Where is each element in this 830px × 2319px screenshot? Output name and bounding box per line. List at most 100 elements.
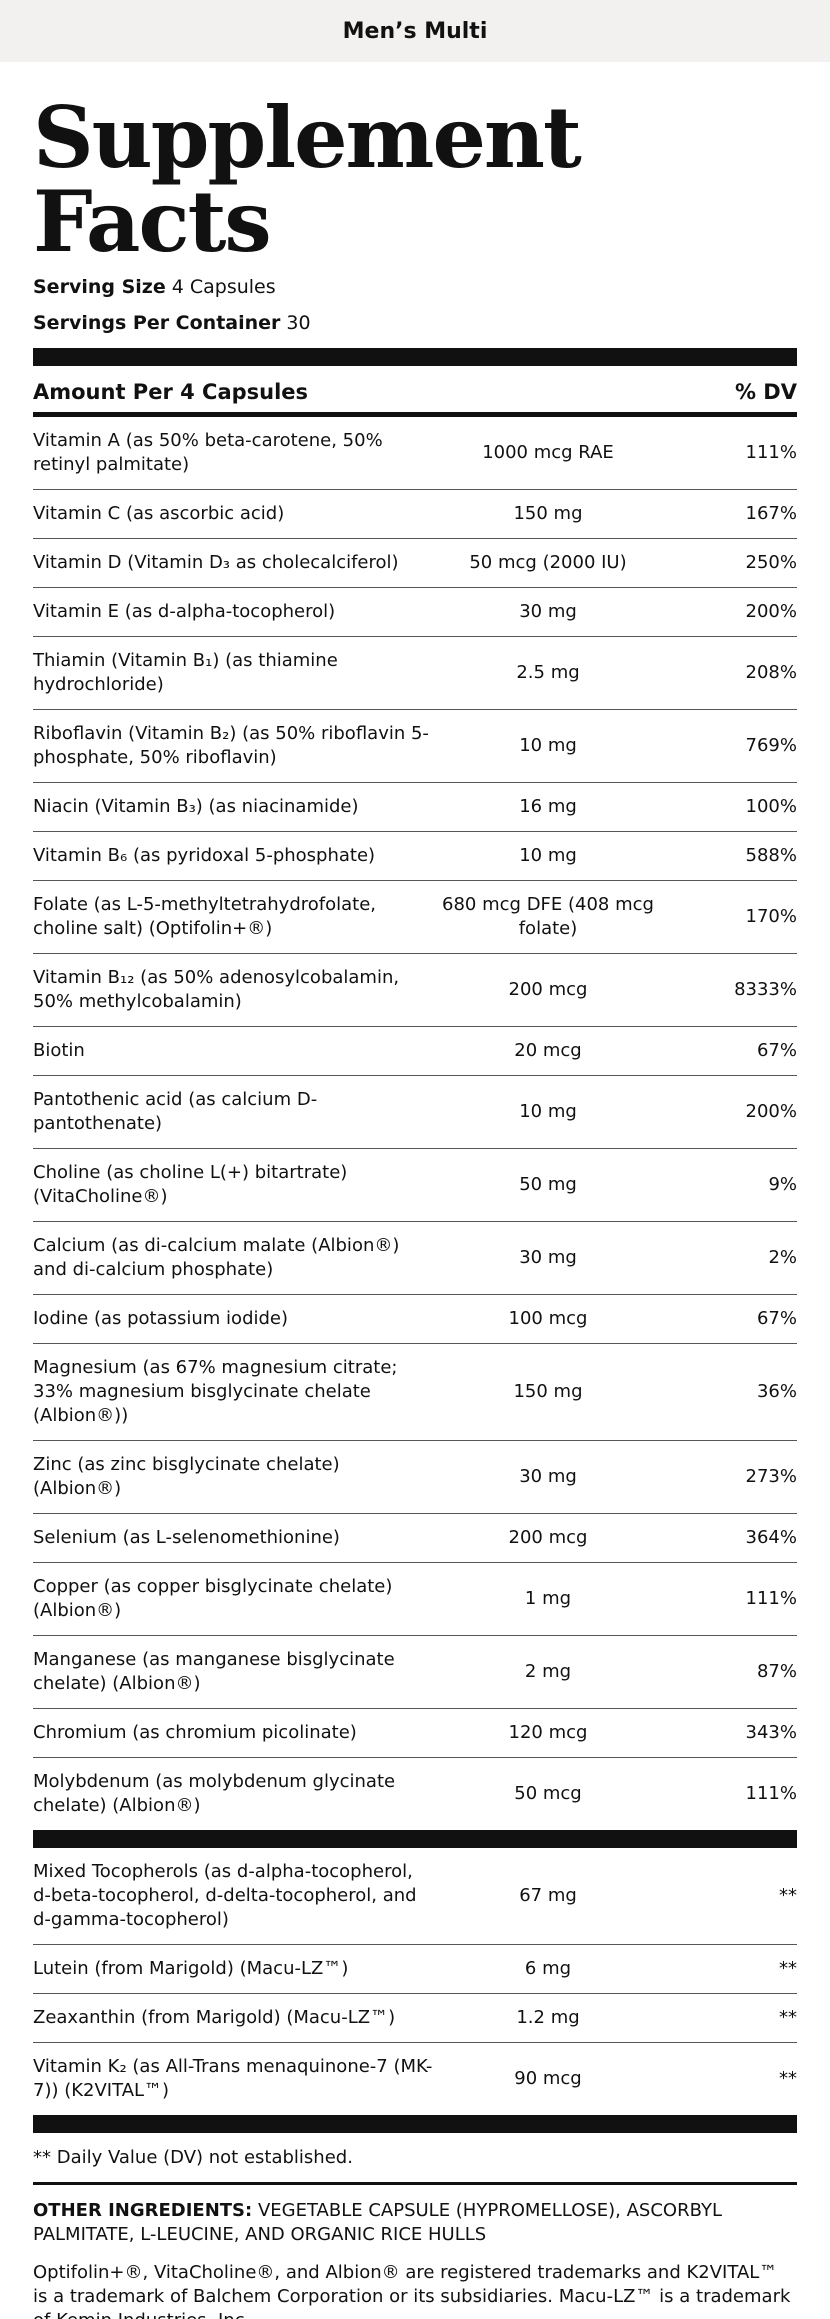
amount: 10 mg [519, 1101, 577, 1122]
nutrient-row: Vitamin A (as 50% beta-carotene, 50% ret… [33, 417, 797, 490]
nutrient-row: Vitamin B₆ (as pyridoxal 5-phosphate) 10 … [33, 832, 797, 881]
daily-value: 9% [768, 1174, 797, 1195]
nutrient-name: Vitamin C (as ascorbic acid) [33, 503, 285, 524]
amount: 1.2 mg [516, 2007, 580, 2028]
daily-value: ** [779, 2007, 797, 2028]
nutrient-row: Zinc (as zinc bisglycinate chelate) (Alb… [33, 1441, 797, 1514]
daily-value: 769% [745, 735, 797, 756]
nutrient-name: Thiamin (Vitamin B₁) (as thiamine hydroc… [33, 650, 338, 695]
daily-value: 170% [745, 906, 797, 927]
daily-value: ** [779, 1885, 797, 1906]
table-header: Amount Per 4 Capsules % DV [33, 366, 797, 412]
nutrient-row: Vitamin K₂ (as All-Trans menaquinone-7 (… [33, 2043, 797, 2115]
value: 4 Capsules [171, 276, 276, 298]
amount: 2 mg [524, 1661, 572, 1682]
rule [33, 412, 797, 417]
header: Men’s Multi [0, 0, 830, 62]
nutrient-name: Vitamin B₁₂ (as 50% adenosylcobalamin, 5… [33, 967, 400, 1012]
daily-value: 67% [756, 1308, 797, 1329]
amount: 67 mg [519, 1885, 577, 1906]
amount: 120 mcg [508, 1722, 588, 1743]
daily-value: 250% [745, 552, 797, 573]
other-rows: Mixed Tocopherols (as d-alpha-tocopherol… [33, 1848, 797, 2115]
daily-value: 343% [745, 1722, 797, 1743]
nutrient-name: Calcium (as di-calcium malate (Albion®) … [33, 1235, 400, 1280]
amount: 30 mg [519, 601, 577, 622]
nutrient-row: Magnesium (as 67% magnesium citrate; 33%… [33, 1344, 797, 1441]
nutrient-row: Copper (as copper bisglycinate chelate) … [33, 1563, 797, 1636]
serving-size: Serving Size 4 Capsules [33, 276, 797, 298]
nutrient-name: Folate (as L-5-methyltetrahydrofolate, c… [33, 894, 377, 939]
nutrient-name: Vitamin E (as d-alpha-tocopherol) [33, 601, 336, 622]
panel-title: Supplement Facts [33, 88, 582, 271]
amount: 200 mcg [508, 979, 588, 1000]
nutrient-row: Folate (as L-5-methyltetrahydrofolate, c… [33, 881, 797, 954]
nutrient-name: Niacin (Vitamin B₃) (as niacinamide) [33, 796, 359, 817]
amount: 50 mg [519, 1174, 577, 1195]
nutrient-row: Vitamin D (Vitamin D₃ as cholecalciferol… [33, 539, 797, 588]
nutrient-name: Pantothenic acid (as calcium D-pantothen… [33, 1089, 318, 1134]
trademarks: Optifolin+®, VitaCholine®, and Albion® a… [33, 2262, 791, 2319]
nutrient-row: Iodine (as potassium iodide) 100 mcg 67% [33, 1295, 797, 1344]
nutrient-name: Vitamin D (Vitamin D₃ as cholecalciferol… [33, 552, 399, 573]
dv-header: % DV [734, 380, 797, 404]
amount: 1000 mcg RAE [482, 442, 614, 463]
daily-value: 200% [745, 1101, 797, 1122]
nutrient-row: Selenium (as L-selenomethionine) 200 mcg 3… [33, 1514, 797, 1563]
amount: 30 mg [519, 1466, 577, 1487]
amount: 150 mg [513, 503, 583, 524]
value: 30 [286, 312, 311, 334]
amount-header: Amount Per 4 Capsules [33, 380, 309, 404]
nutrient-row: Niacin (Vitamin B₃) (as niacinamide) 16 m… [33, 783, 797, 832]
nutrient-row: Vitamin C (as ascorbic acid) 150 mg 167% [33, 490, 797, 539]
nutrient-name: Biotin [33, 1040, 85, 1061]
amount: 20 mcg [514, 1040, 582, 1061]
rule [33, 2182, 797, 2185]
amount: 200 mcg [508, 1527, 588, 1548]
amount: 90 mcg [514, 2068, 582, 2089]
nutrient-name: Magnesium (as 67% magnesium citrate; 33%… [33, 1357, 398, 1426]
nutrient-name: Chromium (as chromium picolinate) [33, 1722, 357, 1743]
amount: 50 mcg (2000 IU) [469, 552, 627, 573]
nutrient-name: Choline (as choline L(+) bitartrate) (Vi… [33, 1162, 348, 1207]
nutrient-row: Riboflavin (Vitamin B₂) (as 50% riboflav… [33, 710, 797, 783]
nutrient-row: Vitamin E (as d-alpha-tocopherol) 30 mg 20… [33, 588, 797, 637]
panel: Supplement Facts Serving Size 4 Capsules … [33, 96, 797, 2319]
daily-value: 273% [745, 1466, 797, 1487]
nutrient-name: Molybdenum (as molybdenum glycinate chel… [33, 1771, 396, 1816]
amount: 1 mg [524, 1588, 572, 1609]
daily-value: 100% [745, 796, 797, 817]
nutrient-name: Selenium (as L-selenomethionine) [33, 1527, 340, 1548]
other-ingredients: OTHER INGREDIENTS: VEGETABLE CAPSULE (HY… [33, 2199, 797, 2247]
daily-value: ** [779, 1958, 797, 1979]
nutrient-name: Vitamin K₂ (as All-Trans menaquinone-7 (… [33, 2056, 433, 2101]
nutrient-row: Vitamin B₁₂ (as 50% adenosylcobalamin, 5… [33, 954, 797, 1027]
amount: 16 mg [519, 796, 577, 817]
nutrient-name: Zeaxanthin (from Marigold) (Macu-LZ™) [33, 2007, 396, 2028]
header-title: Men’s Multi [342, 18, 488, 44]
daily-value: 36% [756, 1381, 797, 1402]
daily-value: 111% [745, 1783, 797, 1804]
daily-value: 364% [745, 1527, 797, 1548]
nutrient-name: Mixed Tocopherols (as d-alpha-tocopherol… [33, 1861, 417, 1930]
daily-value: 87% [756, 1661, 797, 1682]
daily-value: 111% [745, 442, 797, 463]
nutrient-name: Iodine (as potassium iodide) [33, 1308, 289, 1329]
nutrient-row: Pantothenic acid (as calcium D-pantothen… [33, 1076, 797, 1149]
amount: 50 mcg [514, 1783, 582, 1804]
nutrient-name: Manganese (as manganese bisglycinate che… [33, 1649, 395, 1694]
nutrient-row: Biotin 20 mcg 67% [33, 1027, 797, 1076]
rule [33, 2115, 797, 2133]
amount: 30 mg [519, 1247, 577, 1268]
label: Servings Per Container [33, 312, 281, 334]
nutrient-row: Manganese (as manganese bisglycinate che… [33, 1636, 797, 1709]
daily-value: ** [779, 2068, 797, 2089]
amount: 100 mcg [508, 1308, 588, 1329]
rule [33, 348, 797, 366]
daily-value: 2% [768, 1247, 797, 1268]
nutrient-row: Lutein (from Marigold) (Macu-LZ™) 6 mg ** [33, 1945, 797, 1994]
nutrient-row: Choline (as choline L(+) bitartrate) (Vi… [33, 1149, 797, 1222]
label: OTHER INGREDIENTS: [33, 2200, 253, 2221]
nutrient-name: Zinc (as zinc bisglycinate chelate) (Alb… [33, 1454, 340, 1499]
